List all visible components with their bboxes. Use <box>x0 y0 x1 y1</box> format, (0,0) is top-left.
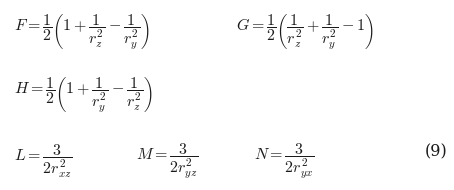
Text: $F = \dfrac{1}{2}\left(1 + \dfrac{1}{r_z^2} - \dfrac{1}{r_y^2}\right)$: $F = \dfrac{1}{2}\left(1 + \dfrac{1}{r_z… <box>14 12 149 52</box>
Text: $N = \dfrac{3}{2r_{yx}^2}$: $N = \dfrac{3}{2r_{yx}^2}$ <box>254 142 315 181</box>
Text: $H = \dfrac{1}{2}\left(1 + \dfrac{1}{r_y^2} - \dfrac{1}{r_z^2}\right)$: $H = \dfrac{1}{2}\left(1 + \dfrac{1}{r_y… <box>14 75 152 115</box>
Text: (9): (9) <box>424 143 447 161</box>
Text: $M = \dfrac{3}{2r_{yz}^2}$: $M = \dfrac{3}{2r_{yz}^2}$ <box>136 142 198 181</box>
Text: $L = \dfrac{3}{2r_{xz}^2}$: $L = \dfrac{3}{2r_{xz}^2}$ <box>14 142 72 180</box>
Text: $G = \dfrac{1}{2}\left(\dfrac{1}{r_z^2} + \dfrac{1}{r_y^2} - 1\right)$: $G = \dfrac{1}{2}\left(\dfrac{1}{r_z^2} … <box>236 12 374 52</box>
